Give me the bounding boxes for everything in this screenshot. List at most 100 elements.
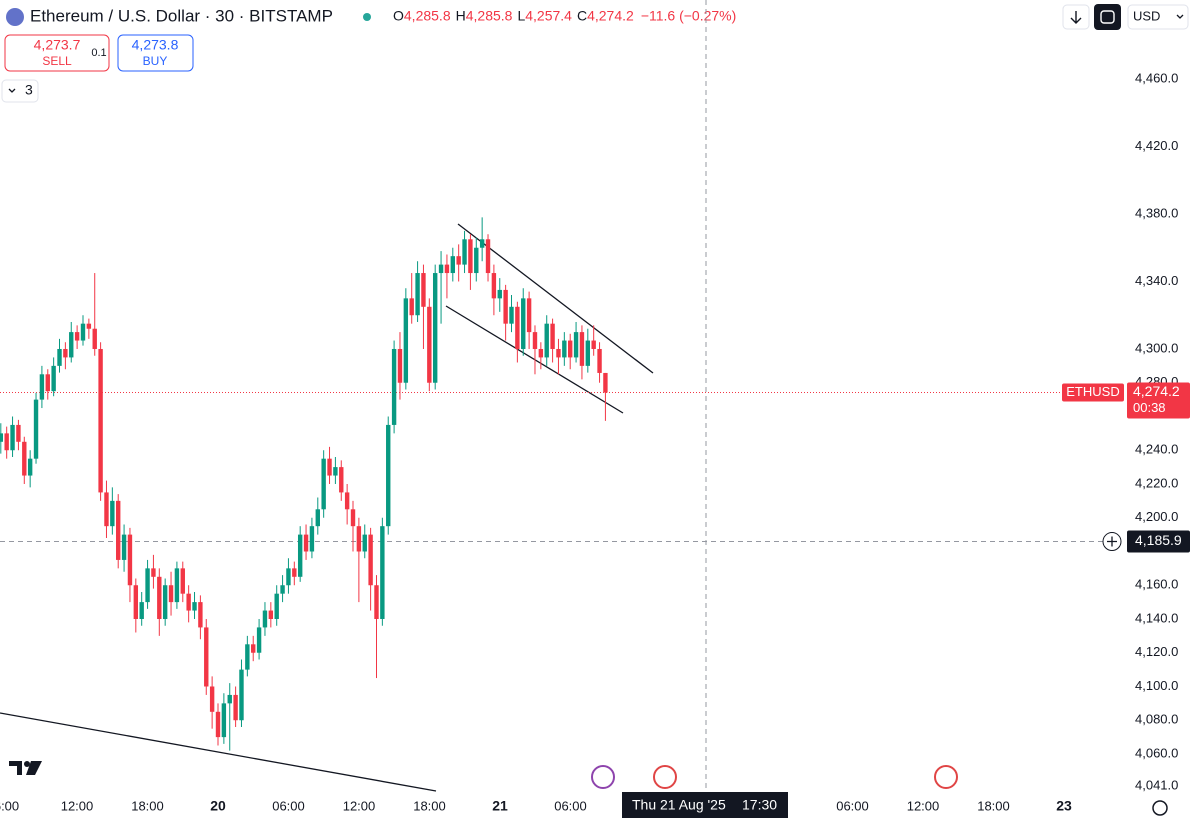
x-tick-label: 23 [1056, 798, 1072, 814]
symbol-tag [1062, 383, 1124, 402]
candle-body [456, 256, 461, 265]
sell-price: 4,273.7 [34, 37, 81, 53]
chevron [8, 88, 16, 93]
logo-part [24, 761, 30, 767]
candle-body [303, 534, 309, 552]
crosshair-price: 4,185.9 [1135, 532, 1182, 548]
candle-body [374, 585, 379, 619]
y-tick-label: 4,140.0 [1135, 610, 1178, 625]
candle-body [57, 348, 62, 366]
candle-body [69, 332, 74, 358]
currency-button[interactable] [1127, 4, 1189, 30]
sell-box[interactable] [4, 34, 110, 72]
indicators-toggle[interactable]: 3 [1, 79, 39, 103]
tradingview-logo [9, 761, 42, 775]
candle-body [86, 323, 92, 329]
candle-body [0, 433, 4, 442]
candle-body [415, 273, 420, 316]
candle-body [409, 298, 414, 316]
y-tick-label: 4,160.0 [1135, 577, 1178, 592]
countdown: 00:38 [1133, 400, 1166, 415]
symbol-tag-label: ETHUSD [1066, 384, 1119, 399]
event-icon[interactable] [934, 765, 958, 789]
ohlc-value: 4,274.2 [587, 8, 634, 24]
candle-body [544, 323, 549, 358]
candle-body [33, 399, 39, 459]
y-tick-label: 4,460.0 [1135, 70, 1178, 85]
candle-body [174, 568, 180, 603]
ohlc-letter: O [393, 8, 404, 24]
candle-body [380, 526, 385, 619]
crosshair-price-tag [1127, 530, 1190, 553]
price-tag [1127, 382, 1190, 419]
candle-body [256, 627, 262, 653]
candle-body [526, 298, 532, 333]
candle-body [497, 289, 502, 299]
candle-body [403, 298, 409, 383]
sell-button[interactable]: 4,273.7 SELL [4, 34, 110, 72]
y-tick-label: 4,420.0 [1135, 138, 1178, 153]
candle-body [438, 264, 444, 274]
candle-body [127, 534, 133, 586]
candle-body [180, 568, 185, 594]
candle-body [209, 686, 215, 712]
x-tick-label: 12:00 [907, 798, 940, 813]
candle-body [591, 340, 596, 349]
x-tick-label: 18:00 [977, 798, 1010, 813]
toggle-box[interactable] [1, 79, 39, 103]
x-tick-label: 18:00 [131, 798, 164, 813]
candle-body [562, 340, 567, 358]
market-status [363, 13, 371, 21]
candle-body [145, 568, 150, 603]
candle-body [110, 500, 115, 527]
settings-icon[interactable] [1152, 800, 1168, 816]
candle-body [151, 568, 156, 577]
candle-body [157, 576, 162, 619]
buy-price: 4,273.8 [132, 37, 179, 53]
candle-body [274, 593, 279, 619]
y-tick-label: 4,240.0 [1135, 442, 1178, 457]
y-tick-label: 4,100.0 [1135, 678, 1178, 693]
event-icon[interactable] [653, 765, 677, 789]
buy-box[interactable] [117, 34, 194, 72]
candle-body [233, 694, 238, 721]
plus-icon [1107, 536, 1117, 547]
x-tick-label: 06:00 [272, 798, 305, 813]
candle-body [573, 332, 579, 358]
buy-label: BUY [143, 54, 168, 68]
buy-button[interactable]: 4,273.8 BUY [117, 34, 194, 72]
ohlc-value: 4,285.8 [404, 8, 451, 24]
ohlc-letter: L [517, 8, 525, 24]
candle-body [339, 467, 344, 493]
candle-body [27, 458, 33, 476]
candle-body [51, 365, 56, 392]
ohlc-value: 4,285.8 [466, 8, 513, 24]
candle-body [391, 348, 397, 425]
candle-body [45, 374, 50, 392]
y-tick-label: 4,340.0 [1135, 273, 1178, 288]
candle-body [603, 372, 608, 393]
symbol-title[interactable]: Ethereum / U.S. Dollar · 30 · BITSTAMP [30, 6, 333, 25]
y-tick-label: 4,200.0 [1135, 509, 1178, 524]
fullscreen-button[interactable] [1094, 4, 1121, 30]
candle-body [362, 534, 367, 552]
y-tick-label: 4,220.0 [1135, 475, 1178, 490]
candle-body [10, 424, 15, 451]
candle-body [597, 348, 602, 373]
candle-body [462, 239, 467, 265]
x-tick-label: 12:00 [61, 798, 94, 813]
fullscreen-icon [1100, 10, 1115, 24]
candle-body [309, 526, 315, 552]
trendline [0, 712, 437, 792]
y-tick-label: 4,300.0 [1135, 340, 1178, 355]
symbol-icon [6, 8, 24, 26]
candle-body [521, 298, 526, 349]
candle-body [468, 239, 473, 274]
candle-body [268, 610, 274, 619]
candle-body [192, 602, 197, 611]
candle-body [221, 703, 227, 738]
candle-body [297, 534, 303, 577]
event-icon[interactable] [591, 765, 615, 789]
candle-body [474, 247, 479, 274]
